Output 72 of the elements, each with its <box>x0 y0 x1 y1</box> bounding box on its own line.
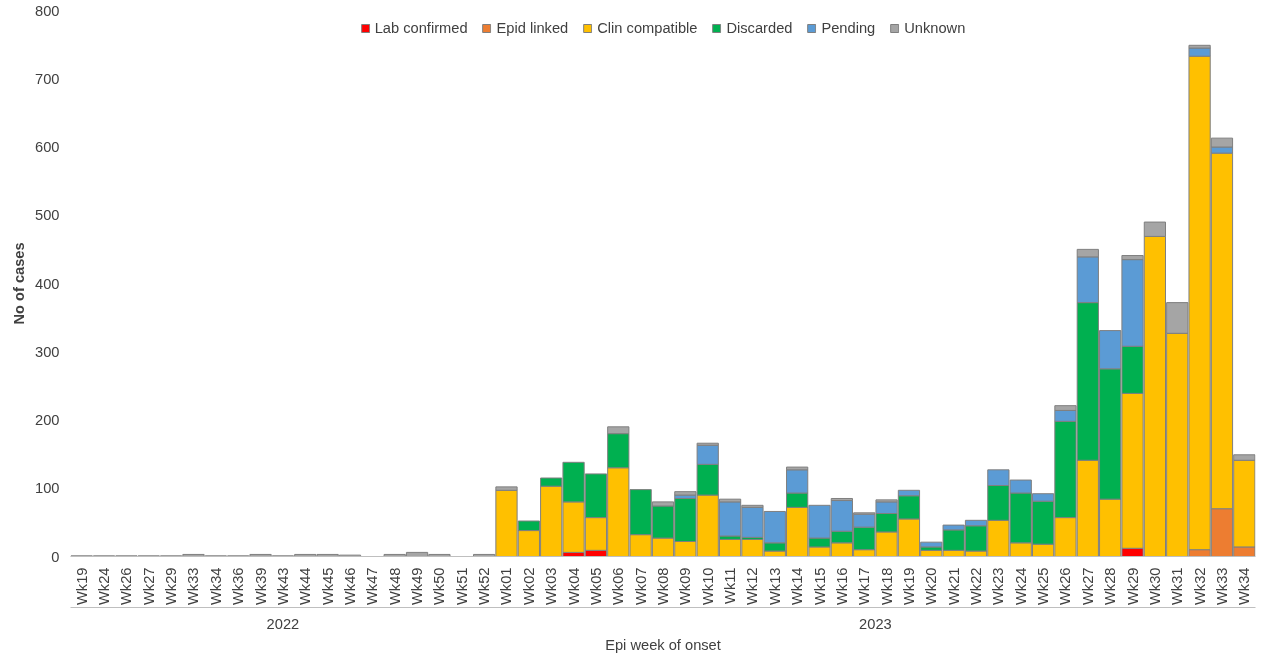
x-tick-label: Wk19 <box>73 567 90 605</box>
y-axis-title: No of cases <box>11 242 28 325</box>
x-tick-label: Wk03 <box>543 567 560 605</box>
text: 2022 <box>266 615 300 632</box>
x-tick-label: Wk26 <box>118 567 135 605</box>
legend-label: Pending <box>821 20 876 36</box>
x-tick-label: Wk33 <box>1213 567 1230 605</box>
x-tick-label: Wk12 <box>744 567 761 605</box>
x-tick-label: Wk34 <box>207 567 224 605</box>
y-tick-label: 700 <box>35 70 60 87</box>
x-tick-label: Wk10 <box>699 567 716 605</box>
x-tick-label: Wk45 <box>319 567 336 605</box>
x-tick-label: Wk48 <box>386 567 403 605</box>
legend-label: Lab confirmed <box>374 20 468 36</box>
x-tick-label: Wk06 <box>610 567 627 605</box>
x-tick-label: Wk27 <box>140 567 157 605</box>
x-tick-label: Wk18 <box>878 567 895 605</box>
x-tick-label: Wk01 <box>498 567 515 605</box>
x-tick-label: Wk32 <box>1191 567 1208 605</box>
x-tick-label: Wk20 <box>923 567 940 605</box>
x-tick-label: Wk08 <box>655 567 671 605</box>
y-tick-label: 600 <box>35 139 60 155</box>
y-tick-label: 500 <box>35 207 60 224</box>
x-tick-label: Wk49 <box>409 567 426 605</box>
x-tick-label: Wk14 <box>789 567 806 605</box>
x-tick-label: Wk30 <box>1146 567 1163 605</box>
x-tick-label: Wk31 <box>1169 567 1186 605</box>
x-tick-label: Wk46 <box>341 567 358 605</box>
y-tick-label: 300 <box>35 343 60 360</box>
x-axis-title: Epi week of onset <box>605 636 721 653</box>
legend-label: Epid linked <box>496 20 569 36</box>
y-tick-label: 400 <box>35 275 60 292</box>
y-tick-label: 0 <box>51 548 60 565</box>
x-tick-label: Wk47 <box>364 567 381 605</box>
x-tick-label: Wk04 <box>565 567 582 605</box>
x-tick-label: Wk23 <box>990 567 1007 605</box>
x-tick-label: Wk50 <box>431 567 448 605</box>
x-tick-label: Wk28 <box>1102 567 1119 605</box>
x-tick-label: Wk02 <box>520 567 537 605</box>
x-tick-label: Wk33 <box>185 567 202 605</box>
x-tick-label: Wk25 <box>1035 567 1052 605</box>
x-tick-label: Wk44 <box>297 567 314 605</box>
x-tick-label: Wk29 <box>1124 567 1141 605</box>
text: 2023 <box>859 615 892 632</box>
x-tick-label: Wk52 <box>476 567 493 605</box>
x-tick-label: Wk16 <box>833 567 850 605</box>
x-tick-label: Wk07 <box>632 567 649 605</box>
y-tick-label: 800 <box>35 2 60 19</box>
x-tick-label: Wk27 <box>1079 567 1096 605</box>
x-tick-label: Wk36 <box>230 567 247 605</box>
x-tick-label: Wk19 <box>900 567 917 605</box>
x-tick-label: Wk39 <box>252 567 269 605</box>
legend-label: Unknown <box>904 20 966 36</box>
legend-label: Discarded <box>726 20 793 36</box>
x-tick-label: Wk24 <box>1012 567 1029 605</box>
x-tick-label: Wk43 <box>274 567 291 605</box>
x-tick-label: Wk22 <box>968 567 985 605</box>
x-tick-label: Wk09 <box>677 567 694 605</box>
x-tick-label: Wk17 <box>856 567 873 605</box>
x-tick-label: Wk21 <box>945 567 962 605</box>
x-tick-label: Wk26 <box>1057 567 1074 605</box>
x-tick-label: Wk34 <box>1236 567 1253 605</box>
x-tick-label: Wk24 <box>96 567 113 605</box>
x-tick-label: Wk51 <box>453 567 470 605</box>
x-tick-label: Wk29 <box>163 567 180 605</box>
y-tick-label: 100 <box>35 480 60 497</box>
x-tick-label: Wk11 <box>722 567 739 604</box>
x-tick-label: Wk15 <box>811 567 828 605</box>
legend-label: Clin compatible <box>597 20 698 36</box>
x-tick-label: Wk05 <box>587 567 604 605</box>
y-tick-label: 200 <box>35 412 60 428</box>
x-tick-label: Wk13 <box>766 567 783 605</box>
